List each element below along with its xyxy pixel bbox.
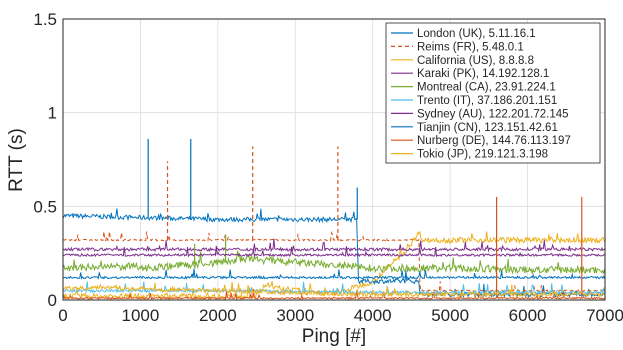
legend-item: Tianjin (CN), 123.151.42.61	[391, 122, 558, 134]
x-tick-label: 6000	[509, 306, 547, 325]
y-tick-label: 1	[48, 104, 57, 123]
x-tick-label: 2000	[199, 306, 237, 325]
legend-item: Nurberg (DE), 144.76.113.197	[391, 135, 571, 147]
series-line	[62, 281, 606, 296]
legend-label: California (US), 8.8.8.8	[417, 55, 534, 67]
series-path	[62, 230, 606, 293]
axes-box	[62, 18, 606, 301]
y-tick-label: 0.5	[33, 197, 57, 216]
x-tick-label: 4000	[354, 306, 392, 325]
series-path	[62, 268, 606, 280]
series-line	[62, 146, 606, 293]
legend-box	[385, 22, 601, 164]
legend-item: Trento (IT), 37.186.201.151	[391, 95, 557, 107]
legend-label: Tokio (JP), 219.121.3.198	[417, 149, 548, 161]
series-line	[62, 268, 606, 280]
legend-item: Reims (FR), 5.48.0.1	[391, 41, 524, 53]
legend-item: Karaki (PK), 14.192.128.1	[391, 68, 549, 80]
y-tick-labels: 0 0.5 1 1.5	[33, 10, 57, 310]
series-path	[62, 281, 605, 299]
x-tick-label: 1000	[122, 306, 160, 325]
legend-item: Montreal (CA), 23.91.224.1	[391, 82, 556, 94]
legend-label: Tianjin (CN), 123.151.42.61	[417, 122, 558, 134]
y-tick-label: 1.5	[33, 10, 57, 29]
plot-area	[62, 138, 606, 302]
series-line	[63, 238, 606, 253]
series-path	[63, 238, 606, 253]
legend-item: California (US), 8.8.8.8	[391, 55, 534, 67]
legend-label: Sydney (AU), 122.201.72.145	[417, 108, 569, 120]
series-line	[62, 196, 605, 300]
legend-item: Tokio (JP), 219.121.3.198	[391, 149, 548, 161]
legend-label: Nurberg (DE), 144.76.113.197	[417, 135, 571, 147]
series-line	[62, 234, 606, 275]
legend-label: Karaki (PK), 14.192.128.1	[417, 68, 549, 80]
series-path	[62, 281, 606, 296]
x-axis-label: Ping [#]	[302, 326, 366, 347]
legend-label: Trento (IT), 37.186.201.151	[417, 95, 557, 107]
series-line	[62, 281, 605, 299]
x-tick-label: 5000	[431, 306, 469, 325]
y-axis-label: RTT (s)	[6, 128, 27, 192]
y-tick-label: 0	[48, 291, 57, 310]
x-tick-label: 3000	[276, 306, 314, 325]
x-tick-label: 7000	[586, 306, 623, 325]
series-path	[62, 289, 605, 300]
series-line	[62, 245, 605, 258]
legend-label: London (UK), 5.11.16.1	[417, 28, 536, 40]
series-path	[62, 245, 605, 258]
legend-label: Reims (FR), 5.48.0.1	[417, 41, 524, 53]
legend-label: Montreal (CA), 23.91.224.1	[417, 82, 556, 94]
x-tick-labels: 0 1000 2000 3000 4000 5000 6000 7000	[58, 306, 623, 325]
series-path	[62, 250, 606, 275]
legend-item: London (UK), 5.11.16.1	[391, 28, 536, 40]
x-tick-label: 0	[58, 306, 67, 325]
legend-item: Sydney (AU), 122.201.72.145	[391, 108, 569, 120]
